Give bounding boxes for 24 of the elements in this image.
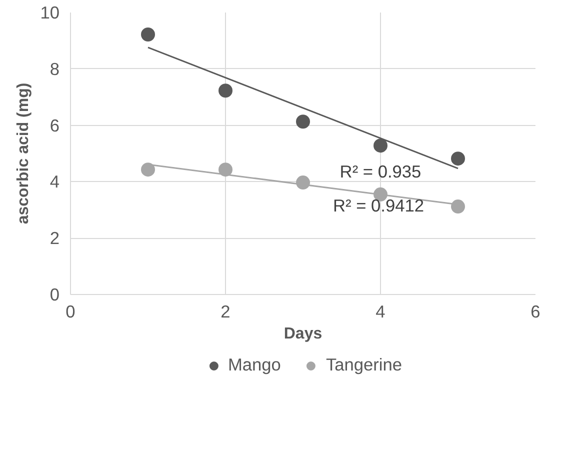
point	[141, 28, 155, 42]
y-axis-title: ascorbic acid (mg)	[15, 82, 32, 224]
y-tick-label: 10	[40, 2, 60, 22]
x-tick-label: 2	[220, 302, 230, 322]
y-tick-label: 2	[50, 228, 60, 248]
legend-label: Tangerine	[326, 354, 402, 376]
y-tick-label: 0	[50, 284, 60, 304]
legend-label: Mango	[228, 354, 281, 376]
point	[296, 114, 310, 129]
point	[451, 152, 465, 166]
annotation: R² = 0.935	[340, 162, 422, 182]
y-tick-label: 4	[50, 172, 60, 192]
point	[141, 162, 155, 177]
x-axis-title: Days	[284, 326, 322, 342]
x-tick-label: 6	[530, 302, 540, 322]
x-tick-label: 0	[66, 302, 76, 322]
y-tick-label: 6	[50, 115, 60, 136]
point	[374, 138, 388, 153]
point	[218, 162, 232, 177]
x-tick-label: 4	[376, 302, 386, 322]
annotation: R² = 0.9412	[332, 196, 424, 216]
y-tick-label: 8	[50, 58, 60, 79]
point	[451, 200, 465, 214]
point	[218, 84, 232, 98]
